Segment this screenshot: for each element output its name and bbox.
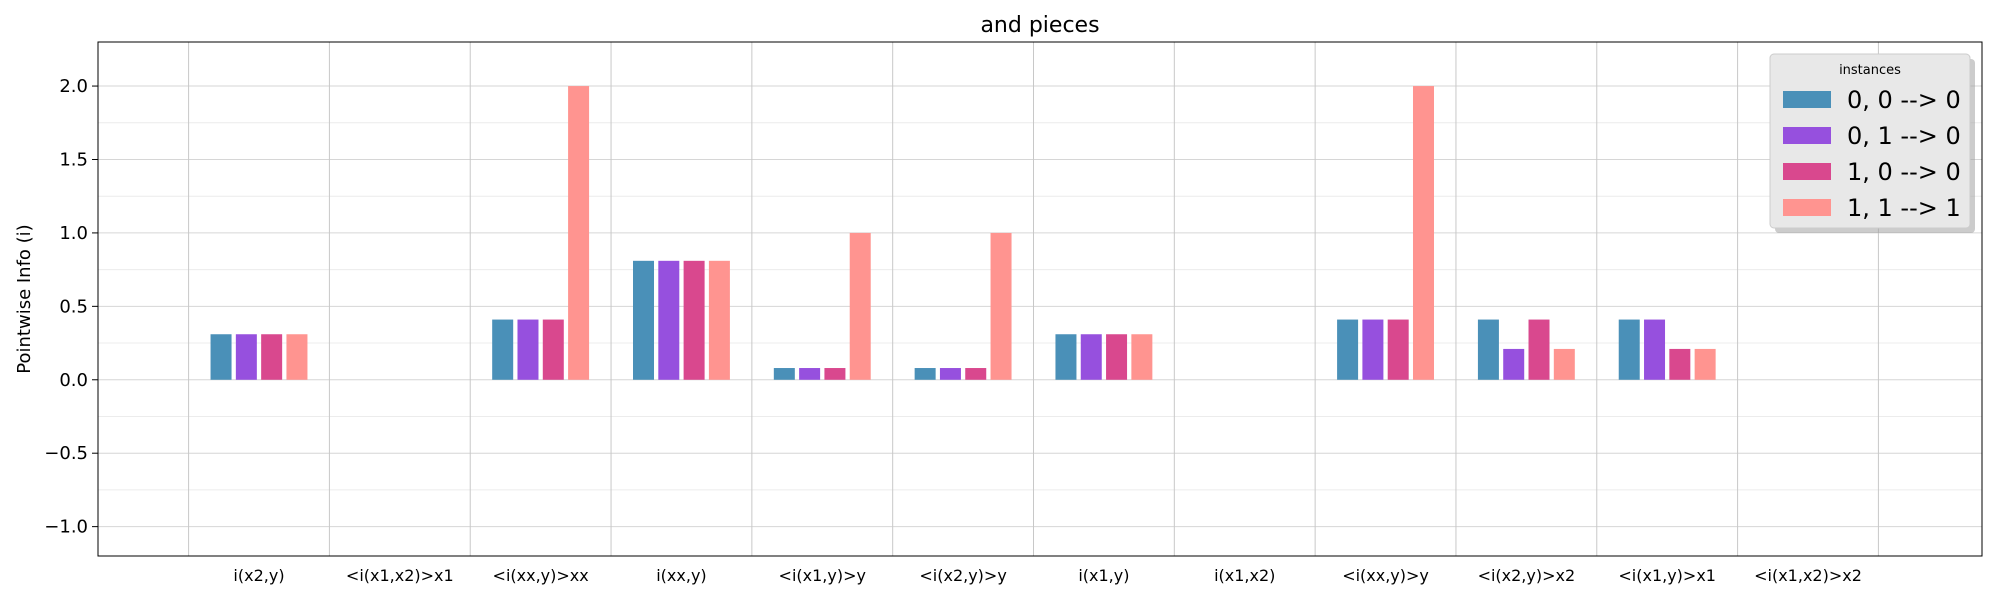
- legend-label: 0, 1 --> 0: [1847, 122, 1961, 150]
- bar: [1694, 348, 1716, 380]
- legend-label: 1, 0 --> 0: [1847, 158, 1961, 186]
- bar: [210, 334, 232, 380]
- bar: [1362, 319, 1384, 380]
- plot-frame: [97, 41, 1983, 557]
- x-tick-label: i(xx,y): [656, 566, 706, 585]
- bar: [1503, 348, 1525, 380]
- category-separators: [188, 42, 1879, 556]
- legend-title: instances: [1839, 63, 1901, 78]
- bar: [1387, 319, 1409, 380]
- x-tick-label: <i(x1,y)>y: [779, 566, 866, 585]
- bar: [1528, 319, 1550, 380]
- bar: [568, 86, 590, 380]
- legend-swatch: [1783, 127, 1831, 144]
- bar: [658, 260, 680, 380]
- x-tick-label: <i(xx,y)>xx: [493, 566, 589, 585]
- x-tick-label: <i(x1,x2)>x2: [1754, 566, 1862, 585]
- bar: [542, 319, 564, 380]
- bar: [1618, 319, 1640, 380]
- bar: [1106, 334, 1128, 380]
- x-axis-labels: i(x2,y) <i(x1,x2)>x1 <i(xx,y)>xx i(xx,y) <i(…: [233, 566, 1861, 585]
- legend-label: 1, 1 --> 1: [1847, 194, 1961, 222]
- bar: [1553, 348, 1575, 380]
- bar: [939, 368, 961, 380]
- y-tick-label: 2.0: [59, 76, 88, 97]
- bar: [914, 368, 936, 380]
- x-tick-label: <i(x1,y)>x1: [1618, 566, 1716, 585]
- legend-label: 0, 0 --> 0: [1847, 86, 1961, 114]
- y-tick-label: −0.5: [44, 443, 88, 464]
- grid: [98, 85, 1982, 528]
- bar: [1644, 319, 1666, 380]
- bar: [492, 319, 514, 380]
- y-tick-label: 0.5: [59, 296, 88, 317]
- y-tick-label: 0.0: [59, 370, 88, 391]
- bar: [1055, 334, 1077, 380]
- bar: [286, 334, 308, 380]
- y-tick-label: −1.0: [44, 517, 88, 538]
- y-axis-ticks: −1.0 −0.5 0.0 0.5 1.0 1.5 2.0: [44, 76, 98, 538]
- bar: [261, 334, 283, 380]
- bar: [1477, 319, 1499, 380]
- y-tick-label: 1.0: [59, 223, 88, 244]
- bar: [235, 334, 257, 380]
- bar: [683, 260, 705, 380]
- bar: [773, 368, 795, 380]
- bar: [633, 260, 655, 380]
- legend-swatch: [1783, 199, 1831, 216]
- bar: [1669, 348, 1691, 380]
- bar: [1412, 86, 1434, 380]
- x-tick-label: <i(xx,y)>y: [1342, 566, 1429, 585]
- x-tick-label: <i(x2,y)>y: [919, 566, 1006, 585]
- bar: [990, 232, 1012, 380]
- x-tick-label: i(x2,y): [233, 566, 284, 585]
- legend-swatch: [1783, 163, 1831, 180]
- legend-swatch: [1783, 91, 1831, 108]
- bar: [824, 368, 846, 380]
- bar: [799, 368, 821, 380]
- bar: [965, 368, 987, 380]
- legend: instances 0, 0 --> 0 0, 1 --> 0 1, 0 --> 0…: [1769, 53, 1975, 233]
- bar: [1337, 319, 1359, 380]
- bar: [517, 319, 539, 380]
- bar: [1131, 334, 1153, 380]
- chart-title: and pieces: [980, 13, 1099, 38]
- bar: [849, 232, 871, 380]
- y-tick-label: 1.5: [59, 149, 88, 170]
- bars: [210, 86, 1716, 380]
- y-axis-label: Pointwise Info (i): [14, 224, 35, 373]
- x-tick-label: <i(x1,x2)>x1: [346, 566, 454, 585]
- x-tick-label: i(x1,y): [1078, 566, 1129, 585]
- x-tick-label: i(x1,x2): [1214, 566, 1275, 585]
- bar: [1080, 334, 1102, 380]
- bar: [708, 260, 730, 380]
- x-tick-label: <i(x2,y)>x2: [1478, 566, 1576, 585]
